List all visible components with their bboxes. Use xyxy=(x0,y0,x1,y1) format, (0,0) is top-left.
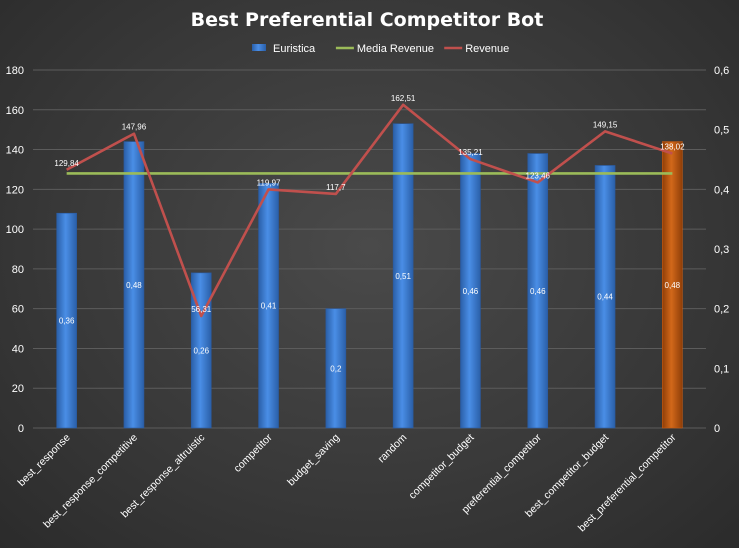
y-left-tick-label: 20 xyxy=(12,383,24,395)
y-left-tick-label: 40 xyxy=(12,343,24,355)
legend: Euristica Media Revenue Revenue xyxy=(252,43,509,55)
legend-label: Euristica xyxy=(273,43,316,55)
bar-data-label: 0,48 xyxy=(126,281,142,290)
revenue-data-label: 138,02 xyxy=(660,142,685,151)
bar xyxy=(460,153,481,429)
y-left-tick-label: 140 xyxy=(6,145,24,157)
category-label: best_response xyxy=(16,432,73,489)
category-label: competitor_budget xyxy=(407,432,477,502)
bar xyxy=(258,183,279,429)
bar-data-label: 0,44 xyxy=(597,293,613,302)
bar-data-label: 0,41 xyxy=(261,302,277,311)
revenue-data-label: 123,46 xyxy=(526,171,551,180)
y-left-tick-label: 0 xyxy=(18,423,24,435)
category-label: budget_saving xyxy=(285,432,342,489)
y-right-tick-label: 0,6 xyxy=(714,65,729,77)
revenue-data-label: 129,84 xyxy=(54,159,79,168)
y-right-tick-label: 0 xyxy=(714,423,720,435)
y-right-tick-label: 0,3 xyxy=(714,244,729,256)
revenue-data-label: 117,7 xyxy=(326,183,346,192)
legend-swatch xyxy=(252,44,266,51)
legend-label: Media Revenue xyxy=(357,43,434,55)
y-left-tick-label: 160 xyxy=(6,105,24,117)
bar-data-label: 0,46 xyxy=(463,287,479,296)
lines xyxy=(66,103,673,318)
bar xyxy=(56,212,77,429)
revenue-data-label: 119,97 xyxy=(257,178,281,187)
legend-label: Revenue xyxy=(465,43,509,55)
bar-data-label: 0,51 xyxy=(395,272,411,281)
bar-data-label: 0,2 xyxy=(330,364,342,373)
revenue-data-label: 135,21 xyxy=(458,148,483,157)
revenue-data-label: 149,15 xyxy=(593,120,618,129)
y-left-tick-label: 60 xyxy=(12,304,24,316)
y-left-tick-label: 120 xyxy=(6,184,24,196)
chart-title: Best Preferential Competitor Bot xyxy=(191,9,544,31)
revenue-data-label: 147,96 xyxy=(122,123,147,132)
bar xyxy=(123,141,145,429)
bar xyxy=(662,141,683,429)
bar xyxy=(594,165,616,429)
bar xyxy=(527,153,549,429)
y-left-tick-label: 100 xyxy=(6,224,24,236)
y-right-tick-label: 0,4 xyxy=(714,184,729,196)
bar xyxy=(392,123,414,429)
bar xyxy=(190,272,212,429)
y-left-tick-label: 180 xyxy=(6,65,24,77)
bar-data-label: 0,46 xyxy=(530,287,546,296)
revenue-data-label: 56,31 xyxy=(191,305,212,314)
category-label: random xyxy=(376,431,410,465)
y-right-tick-label: 0,1 xyxy=(714,363,729,375)
y-right-tick-label: 0,2 xyxy=(714,304,729,316)
bar-data-label: 0,36 xyxy=(59,317,75,326)
data-labels: 0,36 0,48 0,26 0,41 0,2 0,51 0,46 0,46 0,44 0,48 1… xyxy=(54,94,685,374)
revenue-data-label: 162,51 xyxy=(391,94,416,103)
bar-data-label: 0,26 xyxy=(193,346,209,355)
bar-data-label: 0,48 xyxy=(665,281,681,290)
bar xyxy=(325,308,347,429)
y-left-tick-label: 80 xyxy=(12,264,24,276)
revenue-line xyxy=(66,103,673,318)
grid xyxy=(33,69,706,429)
bars xyxy=(56,123,683,429)
category-label: competitor xyxy=(232,431,276,475)
y-right-tick-label: 0,5 xyxy=(714,125,729,137)
